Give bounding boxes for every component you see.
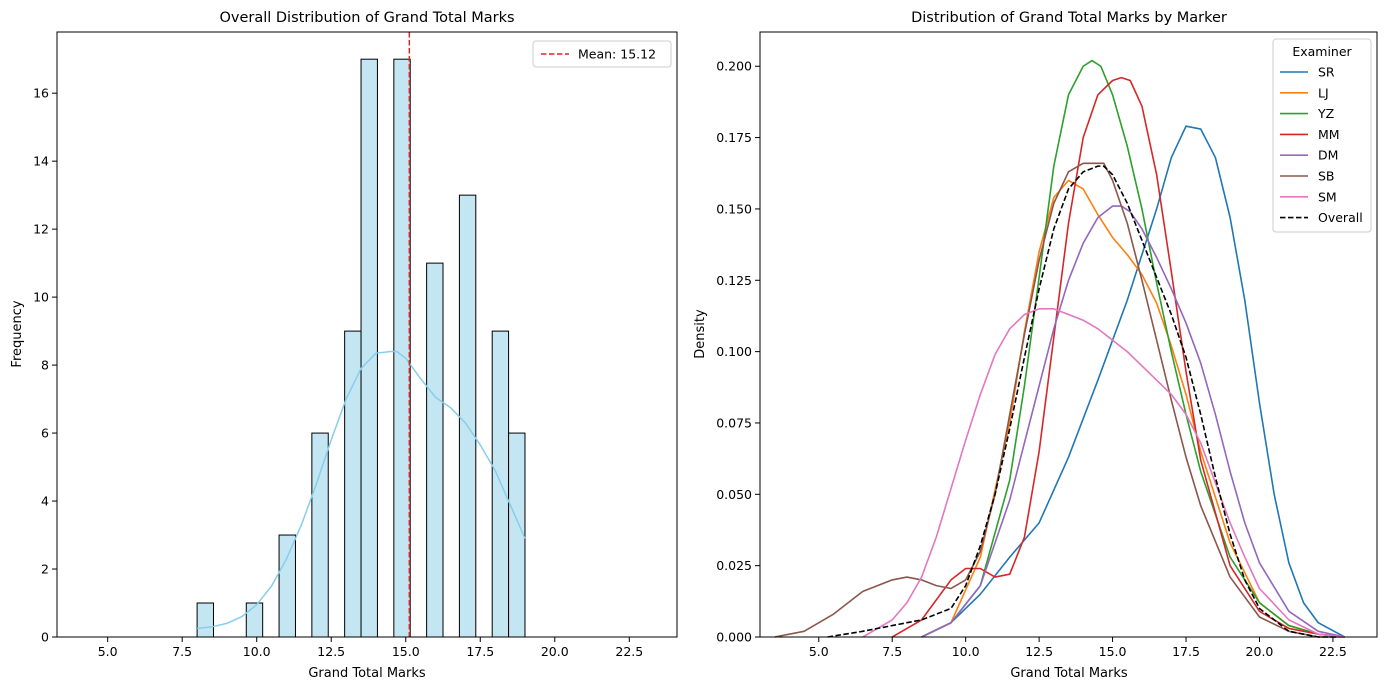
legend-label-mm: MM (1318, 127, 1340, 142)
histogram-ytick-label: 4 (41, 494, 49, 509)
legend-label-lj: LJ (1318, 85, 1329, 100)
histogram-kde (197, 350, 526, 630)
density-ytick-label: 0.125 (716, 273, 752, 288)
histogram-xlabel: Grand Total Marks (308, 666, 426, 681)
density-line-yz (921, 59, 1345, 638)
density-ytick-label: 0.200 (716, 59, 752, 74)
density-title: Distribution of Grand Total Marks by Mar… (911, 10, 1227, 26)
density-legend-frame (1272, 38, 1372, 233)
histogram-xtick-label: 12.5 (317, 644, 345, 659)
histogram-xtick-label: 15.0 (392, 644, 420, 659)
density-xtick-label: 7.5 (882, 644, 902, 659)
density-xtick-label: 10.0 (952, 644, 980, 659)
density-ylabel: Density (693, 309, 708, 359)
histogram-bar-2 (278, 534, 296, 638)
density-legend-title: Examiner (1292, 44, 1352, 59)
density-xtick-label: 20.0 (1246, 644, 1274, 659)
density-xtick-label: 5.0 (809, 644, 829, 659)
histogram-title: Overall Distribution of Grand Total Mark… (219, 10, 514, 26)
density-ytick-label: 0.050 (716, 487, 752, 502)
density-axes: 5.0 7.5 10.0 12.5 15.0 17.5 20.0 22.5 0.000 0.025… (716, 31, 1378, 659)
histogram-ytick-label: 0 (41, 630, 49, 645)
legend-label-dm: DM (1318, 148, 1338, 163)
density-line-overall (827, 165, 1336, 638)
density-xtick-label: 22.5 (1319, 644, 1347, 659)
histogram-ytick-label: 10 (33, 290, 49, 305)
legend-label-overall: Overall (1318, 210, 1363, 225)
histogram-xtick-label: 10.0 (243, 644, 271, 659)
histogram-kde-line (197, 350, 526, 630)
histogram-bar-4 (344, 330, 362, 638)
density-line-sm (862, 308, 1345, 638)
histogram-ytick-label: 12 (33, 222, 49, 237)
histogram-ytick-label: 16 (33, 86, 49, 101)
histogram-xtick-label: 22.5 (615, 644, 643, 659)
density-series (774, 59, 1346, 638)
histogram-bar-7 (426, 262, 444, 638)
histogram-chart: Overall Distribution of Grand Total Mark… (10, 10, 678, 681)
histogram-bar-0 (196, 602, 214, 638)
histogram-axes: 5.0 7.5 10.0 12.5 15.0 17.5 20.0 22.5 0 2 4 6 8 10 12 1… (33, 31, 678, 659)
histogram-bar-10 (508, 432, 526, 638)
histogram-xtick-label: 5.0 (98, 644, 118, 659)
density-ytick-label: 0.150 (716, 201, 752, 216)
histogram-ytick-label: 6 (41, 426, 49, 441)
legend-label-sb: SB (1318, 169, 1335, 184)
histogram-bars (196, 58, 526, 638)
histogram-xtick-label: 7.5 (172, 644, 192, 659)
density-xtick-label: 12.5 (1025, 644, 1053, 659)
density-chart: Distribution of Grand Total Marks by Mar… (693, 10, 1378, 681)
density-line-mm (891, 76, 1345, 638)
legend-label-sr: SR (1318, 65, 1335, 80)
density-line-sb (774, 162, 1345, 638)
histogram-ytick-label: 8 (41, 358, 49, 373)
histogram-legend-frame (532, 40, 672, 68)
density-frame (759, 31, 1378, 638)
histogram-bar-3 (311, 432, 329, 638)
density-line-dm (921, 205, 1345, 638)
density-xlabel: Grand Total Marks (1010, 666, 1128, 681)
density-ytick-label: 0.100 (716, 344, 752, 359)
density-ytick-label: 0.000 (716, 630, 752, 645)
histogram-xtick-label: 17.5 (466, 644, 494, 659)
density-legend-items: SR LJ YZ MM DM SB SM Overall (1280, 65, 1363, 225)
histogram-legend: Mean: 15.12 (532, 40, 672, 68)
histogram-bar-6 (393, 58, 411, 638)
density-legend: Examiner SR LJ YZ MM DM SB SM Overall (1272, 38, 1372, 233)
legend-mean-label: Mean: 15.12 (578, 47, 656, 62)
histogram-bar-8 (458, 194, 477, 638)
legend-label-sm: SM (1318, 189, 1337, 204)
legend-label-yz: YZ (1317, 106, 1334, 121)
density-ytick-label: 0.075 (716, 415, 752, 430)
histogram-ylabel: Frequency (10, 300, 25, 367)
histogram-frame (56, 31, 678, 638)
density-ytick-label: 0.175 (716, 130, 752, 145)
density-xtick-label: 15.0 (1099, 644, 1127, 659)
histogram-xtick-label: 20.0 (541, 644, 569, 659)
histogram-bar-5 (360, 58, 378, 638)
histogram-bar-1 (245, 602, 264, 638)
density-xtick-label: 17.5 (1172, 644, 1200, 659)
histogram-ytick-label: 2 (41, 562, 49, 577)
density-ytick-label: 0.025 (716, 558, 752, 573)
density-line-sr (921, 125, 1346, 638)
histogram-ytick-label: 14 (33, 154, 49, 169)
